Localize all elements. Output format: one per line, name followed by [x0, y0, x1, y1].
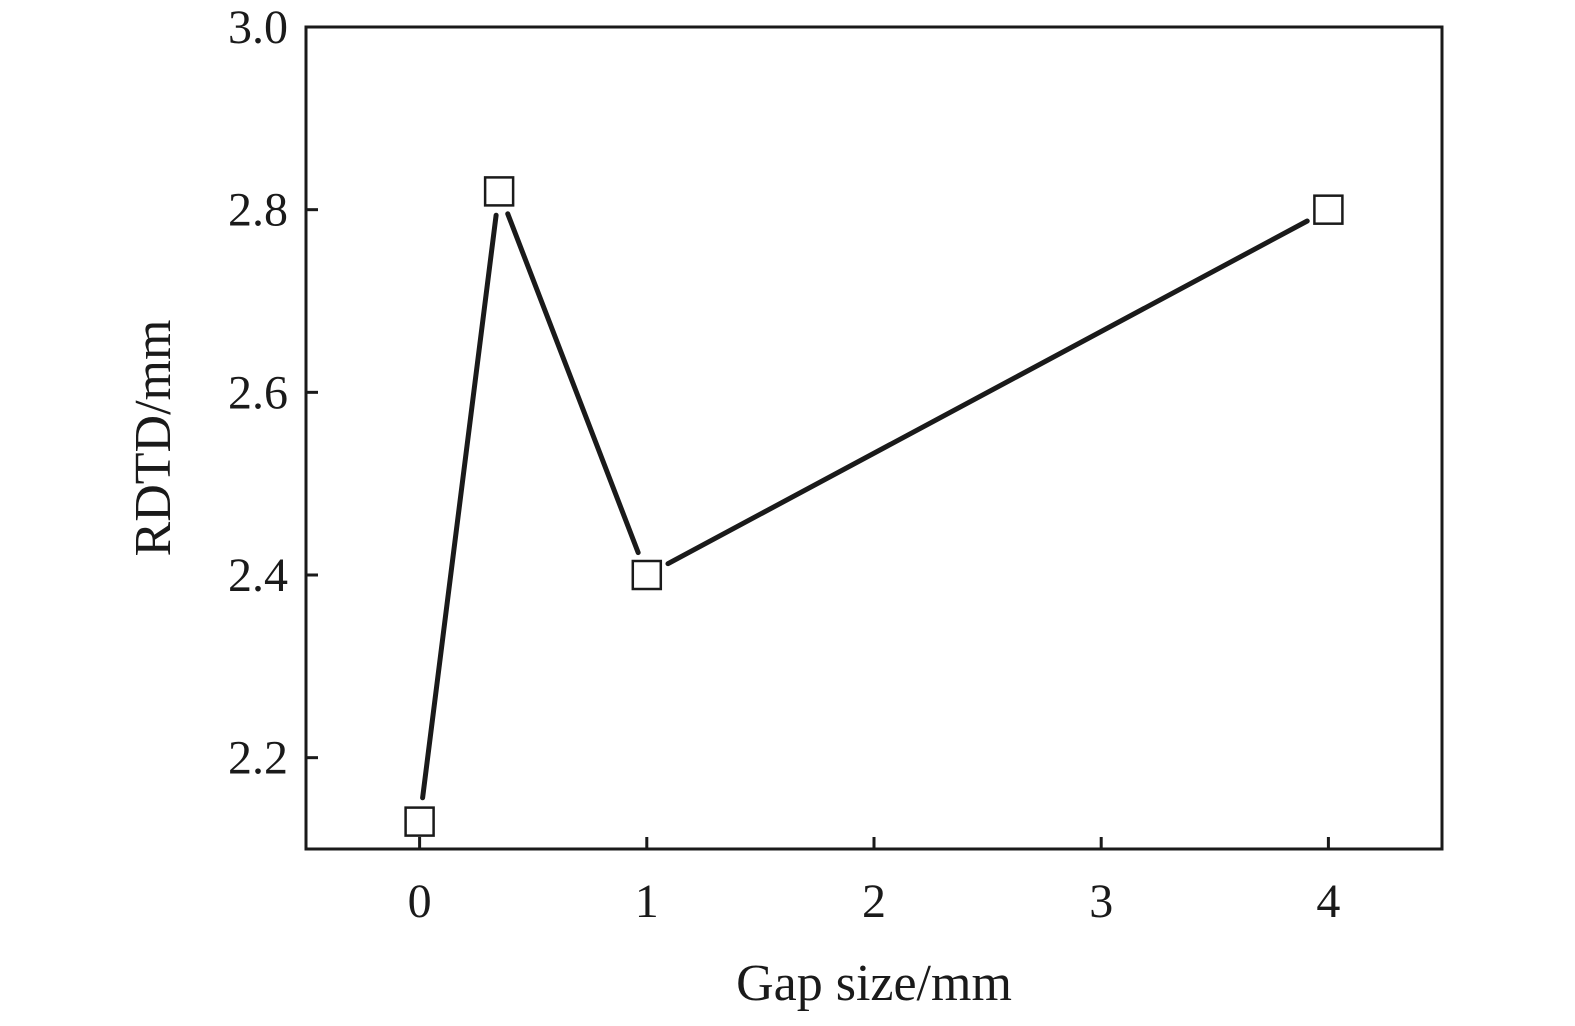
y-axis-title: RDTD/mm — [125, 320, 182, 557]
y-tick-label: 2.6 — [228, 366, 288, 419]
series-line-segment — [420, 212, 499, 801]
y-tick-label: 2.4 — [228, 549, 288, 602]
data-point-marker — [404, 806, 435, 837]
y-tick-label: 2.8 — [228, 184, 288, 237]
x-tick-label: 2 — [862, 875, 886, 928]
data-point-marker — [631, 559, 663, 591]
series-line-segment — [665, 218, 1310, 567]
series-markers — [404, 176, 1344, 837]
x-axis: 0 1 2 3 4 — [408, 837, 1340, 928]
x-tick-label: 0 — [408, 875, 432, 928]
x-tick-label: 3 — [1089, 875, 1113, 928]
data-point-marker — [1313, 194, 1344, 225]
y-tick-label: 2.2 — [228, 732, 288, 785]
x-tick-label: 4 — [1316, 875, 1340, 928]
plot-frame — [304, 25, 1444, 851]
y-tick-label: 3.0 — [228, 1, 288, 54]
data-point-marker — [483, 176, 515, 207]
series-line-segment — [505, 211, 641, 556]
y-axis: 2.2 2.4 2.6 2.8 3.0 — [228, 1, 318, 785]
series-lines — [420, 211, 1310, 801]
x-tick-label: 1 — [635, 875, 659, 928]
x-axis-title: Gap size/mm — [736, 955, 1012, 1012]
